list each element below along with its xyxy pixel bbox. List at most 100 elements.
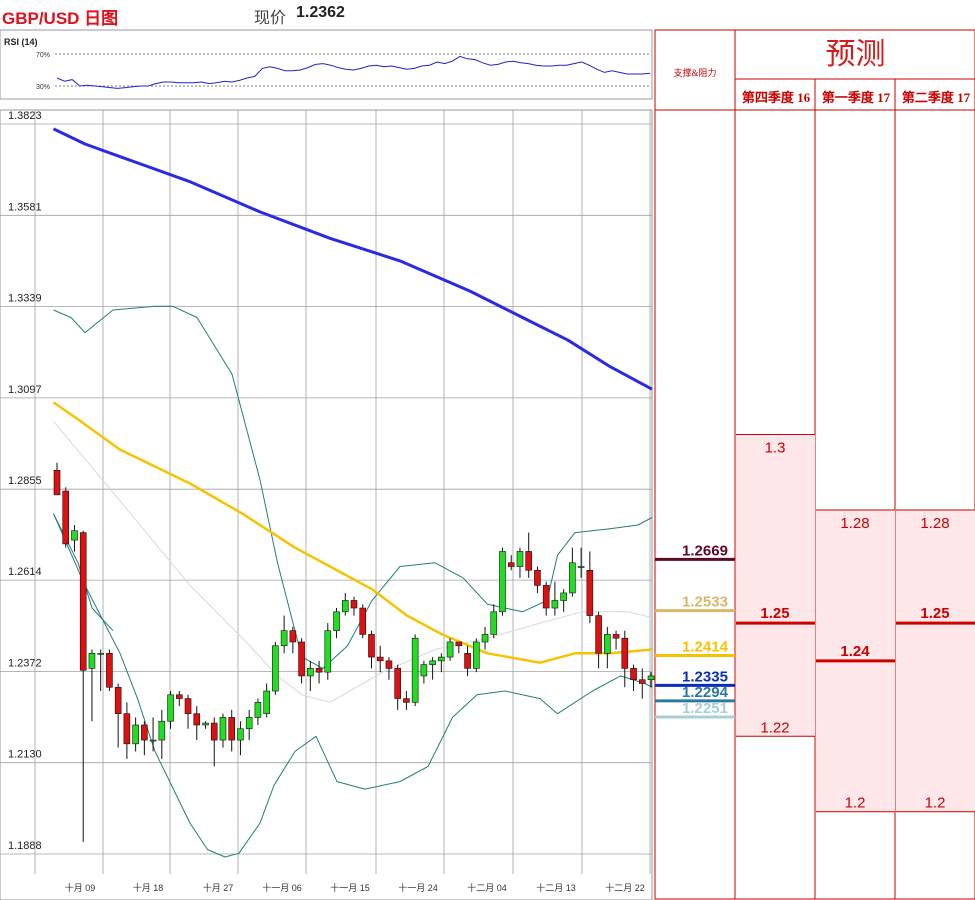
candle-body [289, 630, 297, 643]
candle-body [525, 551, 533, 571]
candle-body [175, 694, 183, 699]
candle-body [315, 668, 323, 673]
chart-title: GBP/USD 日图 [2, 9, 119, 28]
y-tick-label: 1.2372 [8, 657, 42, 669]
candle-body [551, 600, 559, 609]
candle-body [210, 722, 218, 741]
candle-body [298, 641, 305, 677]
y-tick-label: 1.3823 [8, 110, 42, 122]
candle-body [455, 641, 463, 647]
candle-body [237, 728, 244, 741]
price-panel-frame [0, 109, 653, 900]
candle-body [228, 717, 236, 741]
y-tick-label: 1.2130 [8, 749, 42, 761]
rsi-30-label: 30% [36, 84, 50, 91]
moving-average-blue-line [52, 127, 653, 391]
candle-body [97, 652, 104, 655]
y-tick-label: 1.2855 [8, 475, 42, 487]
candle-body [307, 668, 314, 677]
candle-body [88, 652, 96, 669]
x-tick-label: 十二月 13 [536, 882, 576, 893]
candle-body [219, 717, 227, 741]
candle-body [577, 566, 585, 568]
current-price-label: 现价 [254, 10, 287, 27]
candle-body [368, 634, 375, 658]
candle-body [507, 562, 515, 567]
x-tick-label: 十一月 15 [330, 882, 370, 893]
candle-body [534, 569, 541, 586]
candle-body [604, 634, 611, 654]
y-tick-label: 1.3339 [8, 293, 42, 305]
candle-body [446, 641, 454, 658]
rsi-label: RSI (14) [4, 37, 38, 47]
y-tick-label: 1.3097 [8, 384, 42, 396]
candle-body [394, 668, 401, 699]
candle-body [62, 490, 70, 545]
x-tick-label: 十二月 04 [467, 882, 507, 893]
candle-body [193, 713, 201, 726]
candle-body [272, 645, 279, 692]
sr-level-label: 1.2414 [682, 639, 729, 656]
x-tick-label: 十一月 24 [398, 882, 438, 893]
candle-body [638, 679, 646, 684]
forecast-mid-value: 1.24 [840, 643, 870, 660]
forecast-col-q1-17-label: 第一季度 17 [821, 90, 891, 105]
sr-level-label: 1.2669 [682, 542, 728, 559]
forecast-mid-value: 1.25 [920, 605, 949, 622]
bollinger-upper-line [53, 305, 653, 669]
candle-body [114, 686, 122, 714]
candle-body [595, 615, 602, 654]
candle-body [202, 722, 209, 726]
candle-body [106, 652, 113, 688]
forecast-high-value: 1.3 [765, 439, 786, 456]
candle-body [184, 698, 192, 714]
y-tick-label: 1.3581 [8, 201, 42, 213]
forecast-range-band [736, 434, 815, 737]
sma-grey-line [53, 420, 653, 703]
candle-body [149, 739, 157, 742]
forecast-high-value: 1.28 [920, 515, 949, 532]
candle-body [429, 660, 436, 665]
x-tick-label: 十月 09 [65, 882, 96, 893]
candle-body [560, 592, 567, 601]
sr-level-label: 1.2294 [682, 684, 729, 701]
sr-level-label: 1.2251 [682, 700, 728, 717]
candle-body [464, 652, 471, 669]
y-tick-label: 1.2614 [8, 566, 42, 578]
candle-body [245, 717, 253, 730]
forecast-low-value: 1.22 [760, 719, 789, 736]
candle-body [123, 713, 131, 745]
candle-body [324, 630, 332, 673]
candle-body [280, 630, 288, 647]
bollinger-lower-line [53, 513, 653, 858]
forecast-col-q4-16-label: 第四季度 16 [741, 90, 811, 105]
current-price-value: 1.2362 [296, 4, 345, 21]
candle-body [420, 664, 428, 677]
candle-body [438, 656, 445, 662]
candle-body [167, 694, 174, 722]
candle-body [141, 724, 148, 741]
forecast-col-q2-17-label: 第二季度 17 [901, 90, 971, 105]
candle-body [621, 637, 629, 669]
candle-body [132, 724, 139, 745]
forecast-title: 预测 [825, 38, 886, 71]
y-tick-label: 1.1888 [8, 840, 42, 852]
support-resistance-header: 支撑&阻力 [673, 68, 717, 78]
x-tick-label: 十二月 22 [605, 882, 645, 893]
moving-average-yellow-line [52, 401, 653, 664]
candle-body [499, 551, 506, 613]
candle-body [79, 532, 87, 671]
candle-body [158, 720, 166, 741]
candle-body [333, 611, 340, 631]
forecast-range-band [896, 509, 975, 812]
candle-body [490, 611, 498, 635]
x-tick-label: 十月 27 [203, 882, 234, 893]
candle-body [569, 562, 576, 594]
candle-body [263, 690, 270, 714]
forecast-high-value: 1.28 [840, 515, 869, 532]
candle-body [542, 585, 550, 609]
rsi-70-label: 70% [36, 52, 50, 59]
sr-level-label: 1.2533 [682, 594, 728, 611]
rsi-line [56, 55, 651, 89]
